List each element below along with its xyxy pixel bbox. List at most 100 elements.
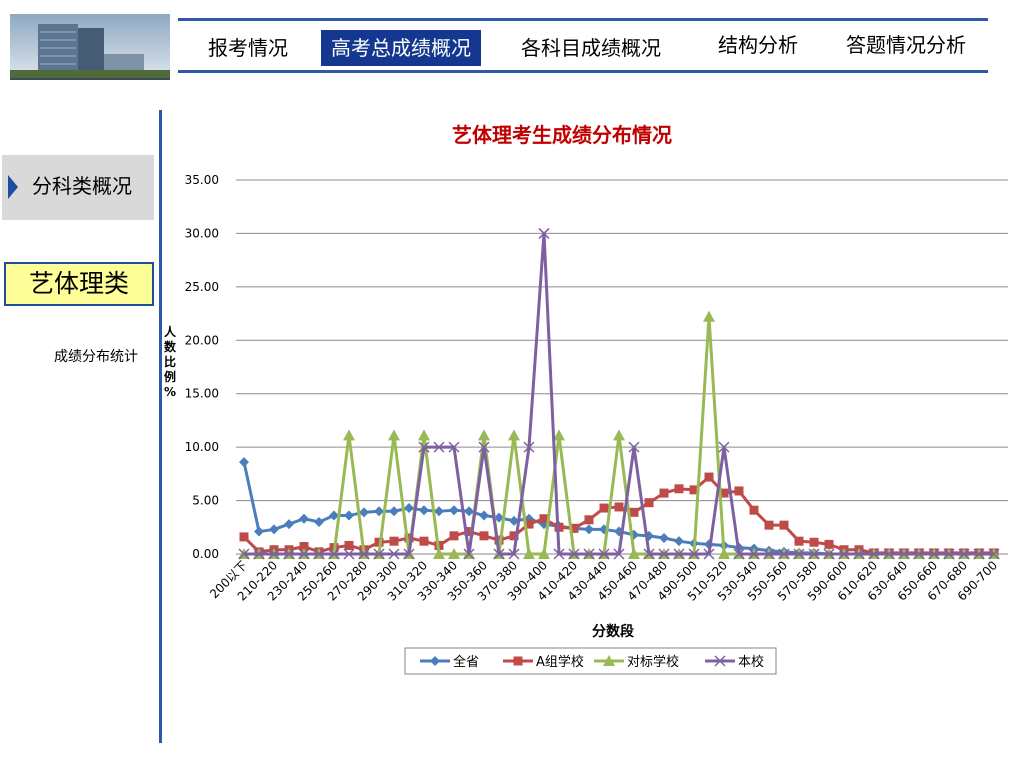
data-point: [463, 548, 475, 560]
y-tick-label: 35.00: [185, 173, 219, 187]
data-point: [449, 531, 459, 541]
data-point: [508, 429, 520, 441]
nav-tab-total-score[interactable]: 高考总成绩概况: [321, 30, 481, 66]
data-point: [283, 548, 295, 560]
nav-tab-subject-score[interactable]: 各科目成绩概况: [521, 36, 661, 60]
legend-label: 本校: [738, 654, 764, 670]
data-point: [343, 548, 355, 560]
data-point: [404, 533, 414, 543]
data-point: [298, 548, 310, 560]
data-point: [403, 548, 415, 560]
data-point: [359, 507, 369, 518]
data-point: [433, 441, 445, 453]
data-point: [493, 548, 505, 560]
data-point: [659, 532, 669, 543]
data-point: [973, 548, 985, 560]
data-point: [523, 441, 535, 453]
data-point: [358, 548, 370, 560]
y-tick-label: 20.00: [185, 333, 219, 347]
data-point: [603, 655, 615, 666]
data-point: [689, 485, 699, 495]
data-point: [509, 515, 519, 526]
data-point: [418, 441, 430, 453]
nav-tab-baokao[interactable]: 报考情况: [208, 36, 288, 60]
data-point: [479, 510, 489, 521]
data-point: [404, 503, 414, 514]
data-point: [478, 429, 490, 441]
data-point: [613, 429, 625, 441]
data-point: [448, 441, 460, 453]
data-point: [988, 548, 1000, 560]
data-point: [254, 526, 264, 537]
legend-label: 全省: [453, 654, 479, 670]
data-point: [419, 505, 429, 516]
data-point: [584, 524, 594, 535]
data-point: [628, 441, 640, 453]
data-point: [734, 486, 744, 496]
data-point: [388, 548, 400, 560]
data-point: [568, 548, 580, 560]
data-point: [943, 548, 955, 560]
data-point: [299, 513, 309, 524]
data-point: [824, 539, 834, 549]
data-point: [853, 548, 865, 560]
data-point: [478, 441, 490, 453]
sidebar-section[interactable]: 分科类概况: [2, 155, 154, 220]
legend-label: A组学校: [536, 654, 584, 670]
data-point: [269, 524, 279, 535]
data-point: [238, 548, 250, 560]
y-axis-title-char: 人: [164, 324, 177, 339]
data-point: [598, 548, 610, 560]
data-point: [388, 429, 400, 441]
y-tick-label: 5.00: [192, 494, 219, 508]
data-point: [239, 457, 249, 468]
data-point: [464, 506, 474, 517]
data-point: [778, 548, 790, 560]
data-point: [464, 527, 474, 537]
data-point: [419, 536, 429, 546]
data-point: [508, 548, 520, 560]
data-point: [613, 548, 625, 560]
sidebar-section-label: 分科类概况: [32, 174, 132, 198]
nav-tab-answer[interactable]: 答题情况分析: [846, 33, 966, 57]
data-point: [658, 548, 670, 560]
data-point: [389, 536, 399, 546]
nav-tab-structure[interactable]: 结构分析: [718, 33, 798, 57]
data-point: [673, 548, 685, 560]
data-point: [688, 548, 700, 560]
data-point: [614, 502, 624, 512]
data-point: [584, 515, 594, 525]
sidebar-item-distribution[interactable]: 成绩分布统计: [54, 349, 138, 365]
sidebar-category[interactable]: 艺体理类: [4, 262, 154, 306]
building-logo: [10, 14, 170, 80]
y-axis-title-char: 数: [164, 339, 177, 354]
sidebar-category-label: 艺体理类: [28, 269, 129, 298]
y-tick-label: 10.00: [185, 440, 219, 454]
data-point: [430, 656, 440, 666]
sidebar-divider: [159, 110, 162, 743]
data-point: [433, 548, 445, 559]
data-point: [389, 506, 399, 517]
data-point: [629, 507, 639, 517]
legend-entry: 对标学校: [594, 654, 679, 670]
series-3: [238, 310, 1000, 559]
data-point: [494, 535, 504, 545]
data-point: [553, 548, 565, 560]
data-point: [374, 506, 384, 517]
data-point: [299, 542, 309, 552]
data-point: [809, 537, 819, 547]
data-point: [538, 548, 550, 559]
data-point: [539, 514, 549, 524]
legend-entry: 本校: [705, 654, 764, 670]
series-4: [238, 227, 1000, 560]
data-point: [823, 548, 835, 560]
y-tick-label: 0.00: [192, 547, 219, 561]
data-point: [253, 548, 265, 560]
data-point: [628, 548, 640, 559]
data-point: [718, 548, 730, 559]
y-axis-title-char: 例: [164, 369, 176, 384]
data-point: [538, 227, 550, 239]
data-point: [313, 548, 325, 560]
data-point: [373, 548, 385, 560]
